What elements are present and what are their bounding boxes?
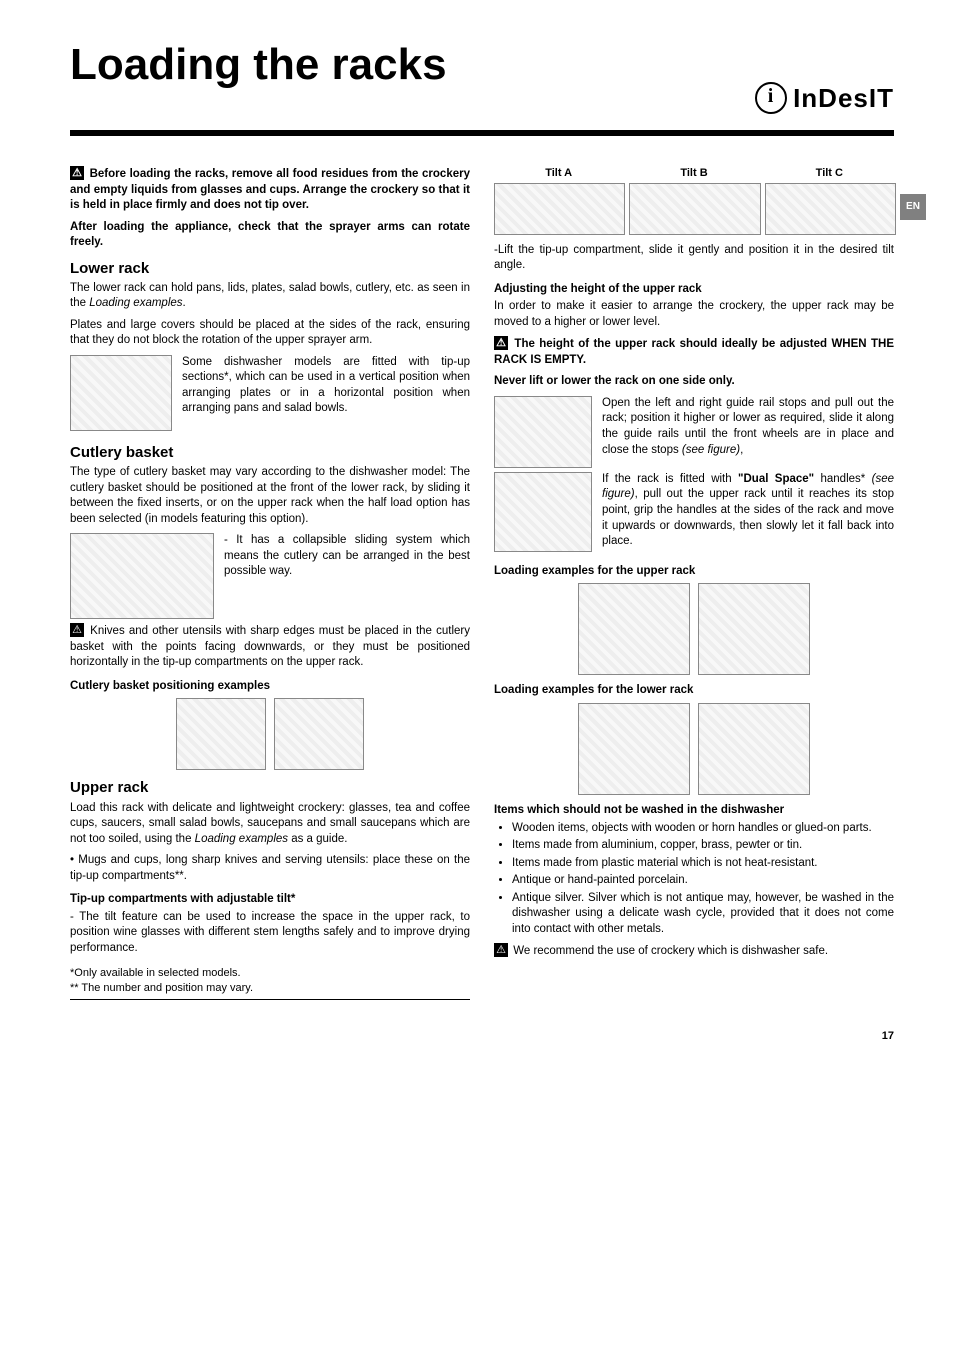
cutlery-warning: ⚠ Knives and other utensils with sharp e… [70,623,470,671]
footnotes: *Only available in selected models. ** T… [70,966,470,1000]
notwash-heading: Items which should not be washed in the … [494,803,894,819]
tipup-p: - The tilt feature can be used to increa… [70,910,470,957]
lower-rack-heading: Lower rack [70,259,470,279]
left-column: ⚠ Before loading the racks, remove all f… [70,166,470,1000]
warning-icon: ⚠ [494,336,508,350]
guide-rail-figure [494,396,592,468]
upper-example-2 [698,583,810,675]
recommend: ⚠ We recommend the use of crockery which… [494,943,894,960]
language-tab: EN [900,194,926,220]
examples-upper-heading: Loading examples for the upper rack [494,564,894,580]
upper-rack-p1: Load this rack with delicate and lightwe… [70,801,470,848]
lower-rack-p2: Plates and large covers should be placed… [70,318,470,349]
brand-logo: i InDesIT [755,82,894,114]
adjust-p1: In order to make it easier to arrange th… [494,299,894,330]
tilt-c-figure [765,183,896,235]
cutlery-examples-heading: Cutlery basket positioning examples [70,679,470,695]
lower-rack-figure [70,355,172,431]
upper-rack-heading: Upper rack [70,778,470,798]
lower-example-2 [698,703,810,795]
tilt-b-label: Tilt B [629,166,758,181]
upper-example-1 [578,583,690,675]
tilt-a-label: Tilt A [494,166,623,181]
adj-p2c: , [740,444,743,456]
right-column: Tilt A Tilt B Tilt C -Lift the tip-up co… [494,166,894,1000]
adj-p3b: "Dual Space" [738,473,814,485]
lr-p1c: . [183,297,186,309]
ur-p1c: as a guide. [288,833,347,845]
cutlery-p1: The type of cutlery basket may vary acco… [70,465,470,527]
list-item: Items made from aluminium, copper, brass… [512,838,894,854]
tilt-b-figure [629,183,760,235]
tilt-a-figure [494,183,625,235]
adj-p2a: Open the left and right guide rail stops… [602,397,894,456]
logo-text: InDesIT [793,83,894,114]
divider [70,130,894,136]
warning-icon: ⚠ [70,623,84,637]
adjust-heading: Adjusting the height of the upper rack [494,282,894,298]
adj-p3a: If the rack is fitted with [602,473,738,485]
tilt-c-label: Tilt C [765,166,894,181]
adj-p2b: (see figure) [682,444,740,456]
adjust-never: Never lift or lower the rack on one side… [494,374,894,390]
lower-rack-p1: The lower rack can hold pans, lids, plat… [70,281,470,312]
tipup-heading: Tip-up compartments with adjustable tilt… [70,892,470,908]
intro-text-1: Before loading the racks, remove all foo… [70,168,470,211]
lower-example-1 [578,703,690,795]
list-item: Antique or hand-painted porcelain. [512,873,894,889]
upper-rack-p2: • Mugs and cups, long sharp knives and s… [70,853,470,884]
adjust-warning: ⚠ The height of the upper rack should id… [494,336,894,368]
ur-p1b: Loading examples [195,833,288,845]
cutlery-p3: Knives and other utensils with sharp edg… [70,625,470,668]
recommend-text: We recommend the use of crockery which i… [513,945,828,957]
intro-warning: ⚠ Before loading the racks, remove all f… [70,166,470,214]
lift-tip: -Lift the tip-up compartment, slide it g… [494,243,894,274]
logo-icon: i [755,82,787,114]
cutlery-heading: Cutlery basket [70,443,470,463]
warning-icon: ⚠ [494,943,508,957]
list-item: Antique silver. Silver which is not anti… [512,891,894,938]
examples-lower-heading: Loading examples for the lower rack [494,683,894,699]
warning-icon: ⚠ [70,166,84,180]
lr-p1b: Loading examples [89,297,182,309]
adj-p3e: , pull out the upper rack until it reach… [602,488,894,547]
adjust-warn-text: The height of the upper rack should idea… [494,338,894,366]
footnote-1: *Only available in selected models. [70,966,470,981]
list-item: Items made from plastic material which i… [512,856,894,872]
tilt-figures: Tilt A Tilt B Tilt C [494,166,894,235]
notwash-list: Wooden items, objects with wooden or hor… [494,821,894,938]
footnote-2: ** The number and position may vary. [70,981,470,996]
cutlery-example-1 [176,698,266,770]
page-number: 17 [70,1030,894,1042]
intro-text-2: After loading the appliance, check that … [70,220,470,251]
list-item: Wooden items, objects with wooden or hor… [512,821,894,837]
cutlery-figure [70,533,214,619]
cutlery-example-2 [274,698,364,770]
adj-p3c: handles* [814,473,872,485]
dual-space-figure [494,472,592,552]
